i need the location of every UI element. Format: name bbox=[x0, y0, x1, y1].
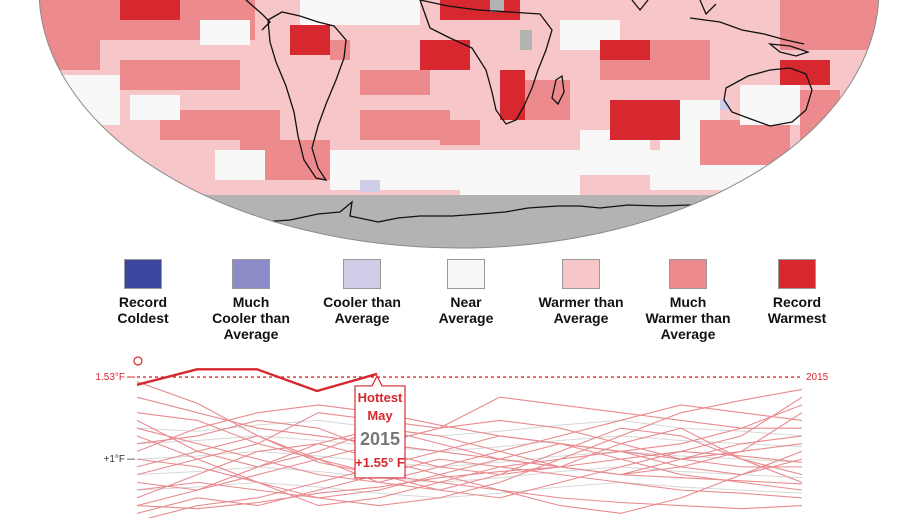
anomaly-patch bbox=[460, 150, 580, 195]
map-legend: Record Coldest Much Cooler than Average Co… bbox=[0, 255, 920, 345]
madagascar-outline bbox=[551, 74, 565, 106]
background-series-line bbox=[136, 427, 803, 507]
legend-item: Cooler than Average bbox=[302, 255, 422, 326]
legend-label: Much Cooler than Average bbox=[212, 294, 290, 342]
legend-swatch bbox=[343, 259, 381, 289]
callout-box bbox=[354, 374, 406, 479]
legend-swatch bbox=[124, 259, 162, 289]
legend-item: Near Average bbox=[406, 255, 526, 326]
monthly-temperature-chart: 2015 1.53°F +1°F Hottest May 2015 +1.55° … bbox=[0, 352, 920, 522]
legend-label: Warmer than Average bbox=[538, 294, 624, 326]
anomaly-patch bbox=[300, 0, 420, 25]
legend-item: Record Coldest bbox=[83, 255, 203, 326]
callout-value: +1.55° F bbox=[355, 455, 405, 470]
background-series-line bbox=[136, 419, 803, 483]
anomaly-patch bbox=[290, 25, 330, 55]
south-america-outline bbox=[267, 11, 347, 181]
legend-label: Near Average bbox=[438, 294, 494, 326]
background-series-line bbox=[136, 443, 803, 499]
anomaly-patch bbox=[330, 150, 460, 190]
anomaly-patch bbox=[610, 100, 680, 140]
indonesia-outline bbox=[689, 17, 805, 45]
background-series-line bbox=[136, 419, 802, 491]
legend-item: Warmer than Average bbox=[521, 255, 641, 326]
callout-title-line-1: Hottest bbox=[358, 390, 403, 405]
hottest-callout: Hottest May 2015 +1.55° F bbox=[354, 374, 406, 479]
anomaly-patch bbox=[360, 180, 380, 192]
anomaly-patch bbox=[800, 90, 840, 140]
legend-swatch bbox=[232, 259, 270, 289]
anomaly-patch bbox=[720, 100, 730, 110]
background-series-line bbox=[136, 412, 803, 476]
background-series-line bbox=[136, 381, 803, 510]
anomaly-patches bbox=[39, 0, 879, 195]
anomaly-patch bbox=[215, 150, 265, 180]
y-tick-label: +1°F bbox=[103, 454, 125, 465]
background-series-line bbox=[136, 404, 803, 460]
y-axis-ticks: 1.53°F +1°F bbox=[95, 372, 135, 465]
anomaly-patch bbox=[780, 60, 830, 85]
background-series-line bbox=[136, 388, 803, 507]
background-series-group bbox=[136, 381, 803, 522]
y-tick-label: 1.53°F bbox=[95, 372, 125, 383]
anomaly-patch bbox=[420, 40, 470, 70]
continent-outlines bbox=[245, 0, 813, 181]
legend-item: Much Cooler than Average bbox=[191, 255, 311, 342]
africa-outline bbox=[418, 0, 553, 125]
anomaly-patch bbox=[490, 0, 504, 12]
legend-label: Cooler than Average bbox=[323, 294, 401, 326]
legend-item: Record Warmest bbox=[737, 255, 857, 326]
anomaly-patch bbox=[520, 80, 570, 120]
legend-swatch bbox=[562, 259, 600, 289]
anomaly-patch bbox=[120, 0, 180, 20]
callout-title-line-2: May bbox=[367, 408, 393, 423]
anomaly-patch bbox=[600, 40, 650, 60]
anomaly-patch bbox=[130, 95, 180, 120]
anomaly-patch bbox=[39, 75, 120, 125]
background-series-line bbox=[136, 404, 803, 483]
legend-swatch bbox=[447, 259, 485, 289]
anomaly-patch bbox=[120, 60, 240, 90]
highlight-series-2015 bbox=[136, 368, 378, 393]
anomaly-patch bbox=[40, 40, 100, 70]
background-series-line bbox=[136, 427, 803, 491]
anomaly-patch bbox=[700, 120, 790, 165]
legend-label: Record Warmest bbox=[767, 294, 827, 326]
north-coast-outline bbox=[245, 0, 271, 31]
legend-swatch bbox=[669, 259, 707, 289]
faint-series-line bbox=[136, 466, 803, 483]
anomaly-patch bbox=[500, 70, 525, 120]
reference-line-label: 2015 bbox=[806, 372, 829, 383]
background-series-line bbox=[136, 396, 802, 476]
world-map bbox=[38, 0, 880, 249]
antarctica-no-data bbox=[39, 195, 879, 248]
legend-label: Much Warmer than Average bbox=[645, 294, 731, 342]
anomaly-patch bbox=[200, 20, 250, 45]
marker-circle-icon bbox=[133, 356, 143, 366]
faint-series-line bbox=[136, 481, 803, 499]
anomaly-patch bbox=[360, 110, 450, 140]
anomaly-patch bbox=[330, 40, 350, 60]
temperature-anomaly-map bbox=[0, 0, 920, 250]
anomaly-patch bbox=[780, 0, 879, 50]
anomaly-patch bbox=[360, 70, 430, 95]
line-chart: 2015 1.53°F +1°F Hottest May 2015 +1.55° … bbox=[95, 356, 829, 522]
background-series-line bbox=[136, 396, 803, 485]
legend-item: Much Warmer than Average bbox=[628, 255, 748, 342]
legend-swatch bbox=[778, 259, 816, 289]
background-series-line bbox=[136, 450, 803, 510]
background-series-line bbox=[136, 396, 803, 499]
legend-label: Record Coldest bbox=[117, 294, 169, 326]
background-series-line bbox=[136, 458, 803, 514]
australia-outline bbox=[723, 67, 813, 127]
anomaly-patch bbox=[520, 30, 532, 50]
asia-coast-outline bbox=[631, 0, 717, 16]
callout-year: 2015 bbox=[360, 429, 400, 449]
new-guinea-outline bbox=[767, 43, 811, 57]
